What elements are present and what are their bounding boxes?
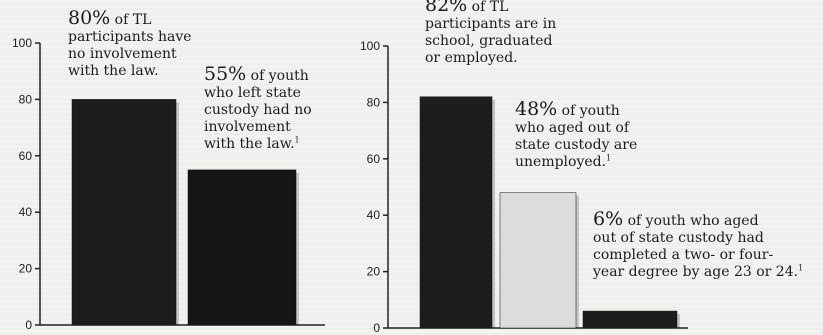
chart-right: 0 20 40 60 80 100 [360,39,688,335]
annotation-tl-employed: 82% of TL participants are in school, gr… [425,0,557,66]
y-tick-label: 40 [367,208,381,222]
annotation-youth-law: 55% of youth who left state custody had … [204,63,312,153]
y-tick-label: 20 [19,262,33,276]
y-tick-label: 60 [367,152,381,166]
bar [187,169,297,326]
bar [419,96,493,329]
y-tick-label: 80 [367,95,381,109]
y-tick-label: 100 [360,39,380,53]
y-tick-label: 0 [373,321,380,335]
y-tick-label: 40 [19,205,33,219]
footnote-marker: 1 [798,263,804,273]
annotation-tl-law: 80% of TL participants have no involveme… [68,7,192,80]
y-tick-label: 100 [12,36,32,50]
y-tick-label: 20 [367,265,381,279]
annotation-youth-degree: 6% of youth who aged out of state custod… [593,208,804,281]
annotation-youth-unemployed: 48% of youth who aged out of state custo… [515,98,638,171]
footnote-marker: 1 [606,153,612,163]
y-tick-label: 80 [19,92,33,106]
bar [499,192,577,329]
footnote-marker: 1 [294,135,300,145]
y-tick-label: 60 [19,149,33,163]
y-tick-label: 0 [25,318,32,332]
bar [582,310,678,329]
bar [71,99,177,326]
chart-left: 0 20 40 60 80 100 [12,36,325,332]
